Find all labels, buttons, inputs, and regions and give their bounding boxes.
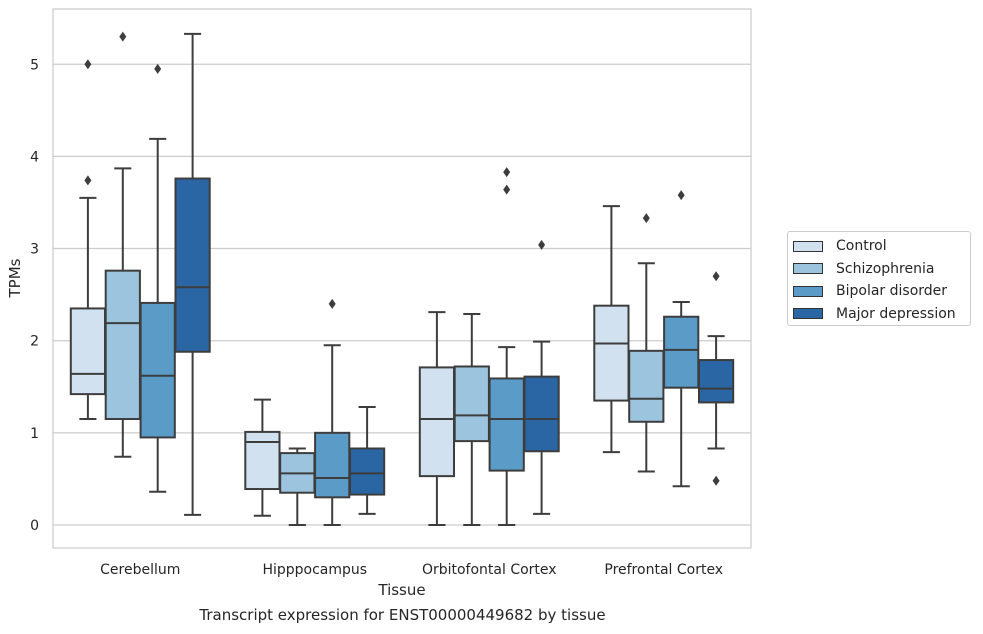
legend-label-schizophrenia: Schizophrenia <box>836 260 935 277</box>
outlier-bipolar-disorder-orbitofontal-cortex <box>503 167 511 178</box>
outlier-bipolar-disorder-hipppocampus <box>328 298 336 309</box>
outlier-major-depression-orbitofontal-cortex <box>538 239 546 250</box>
x-tick-labels: Cerebellum Hipppocampus Orbitofontal Corte… <box>100 562 723 578</box>
y-tick-labels: 0 1 2 3 4 5 <box>30 57 39 534</box>
box-control-hipppocampus <box>244 430 281 491</box>
box-major-depression-prefrontal-cortex <box>697 359 735 404</box>
x-tick-label: Cerebellum <box>100 562 180 578</box>
box-schizophrenia-prefrontal-cortex <box>628 349 665 423</box>
x-tick-label: Prefrontal Cortex <box>604 562 723 578</box>
box-major-depression-hipppocampus <box>348 447 386 496</box>
box-bipolar-disorder-prefrontal-cortex <box>663 315 700 389</box>
box-schizophrenia-orbitofontal-cortex <box>453 365 490 443</box>
outlier-bipolar-disorder-cerebellum <box>154 63 162 74</box>
x-tick-label: Orbitofontal Cortex <box>422 562 557 578</box>
legend-swatch-schizophrenia <box>793 263 823 275</box>
y-axis-label: TPMs <box>6 258 24 298</box>
legend-label-bipolar-disorder: Bipolar disorder <box>836 283 948 300</box>
legend-item-control: Control <box>788 235 970 258</box>
outlier-bipolar-disorder-orbitofontal-cortex <box>503 184 511 195</box>
y-tick-label: 5 <box>30 57 39 73</box>
box-bipolar-disorder-cerebellum <box>139 301 176 439</box>
legend-item-major-depression: Major depression <box>788 303 970 326</box>
plot-background <box>53 9 751 548</box>
box-control-prefrontal-cortex <box>593 304 630 402</box>
chart-caption: Transcript expression for ENST0000044968… <box>199 606 606 624</box>
box-schizophrenia-cerebellum <box>104 269 141 421</box>
y-tick-label: 0 <box>30 518 39 534</box>
outlier-major-depression-prefrontal-cortex <box>712 271 720 282</box>
y-tick-label: 2 <box>30 334 39 350</box>
outlier-schizophrenia-cerebellum <box>119 31 127 42</box>
box-bipolar-disorder-orbitofontal-cortex <box>488 377 525 472</box>
outlier-major-depression-prefrontal-cortex <box>712 475 720 486</box>
outlier-control-cerebellum <box>84 59 92 70</box>
legend-swatch-bipolar-disorder <box>793 285 823 297</box>
legend-label-control: Control <box>836 238 887 255</box>
plot-frame <box>52 8 752 549</box>
box-control-orbitofontal-cortex <box>418 366 456 478</box>
legend-swatch-control <box>793 240 823 252</box>
box-control-cerebellum <box>69 307 107 396</box>
box-major-depression-orbitofontal-cortex <box>523 375 560 453</box>
outlier-bipolar-disorder-prefrontal-cortex <box>677 190 685 201</box>
outlier-control-cerebellum <box>84 175 92 186</box>
box-major-depression-cerebellum <box>174 177 211 353</box>
legend: Control Schizophrenia Bipolar disorder M… <box>787 231 971 326</box>
x-tick-label: Hipppocampus <box>262 562 367 578</box>
y-tick-label: 1 <box>30 426 39 442</box>
legend-label-major-depression: Major depression <box>836 305 956 322</box>
legend-swatch-major-depression <box>793 308 823 320</box>
box-bipolar-disorder-hipppocampus <box>314 431 351 499</box>
legend-item-schizophrenia: Schizophrenia <box>788 258 970 281</box>
y-tick-label: 4 <box>30 149 39 165</box>
outlier-schizophrenia-prefrontal-cortex <box>642 213 650 224</box>
legend-item-bipolar-disorder: Bipolar disorder <box>788 280 970 303</box>
x-axis-label: Tissue <box>377 581 425 599</box>
box-group <box>69 31 735 526</box>
y-tick-label: 3 <box>30 242 39 258</box>
